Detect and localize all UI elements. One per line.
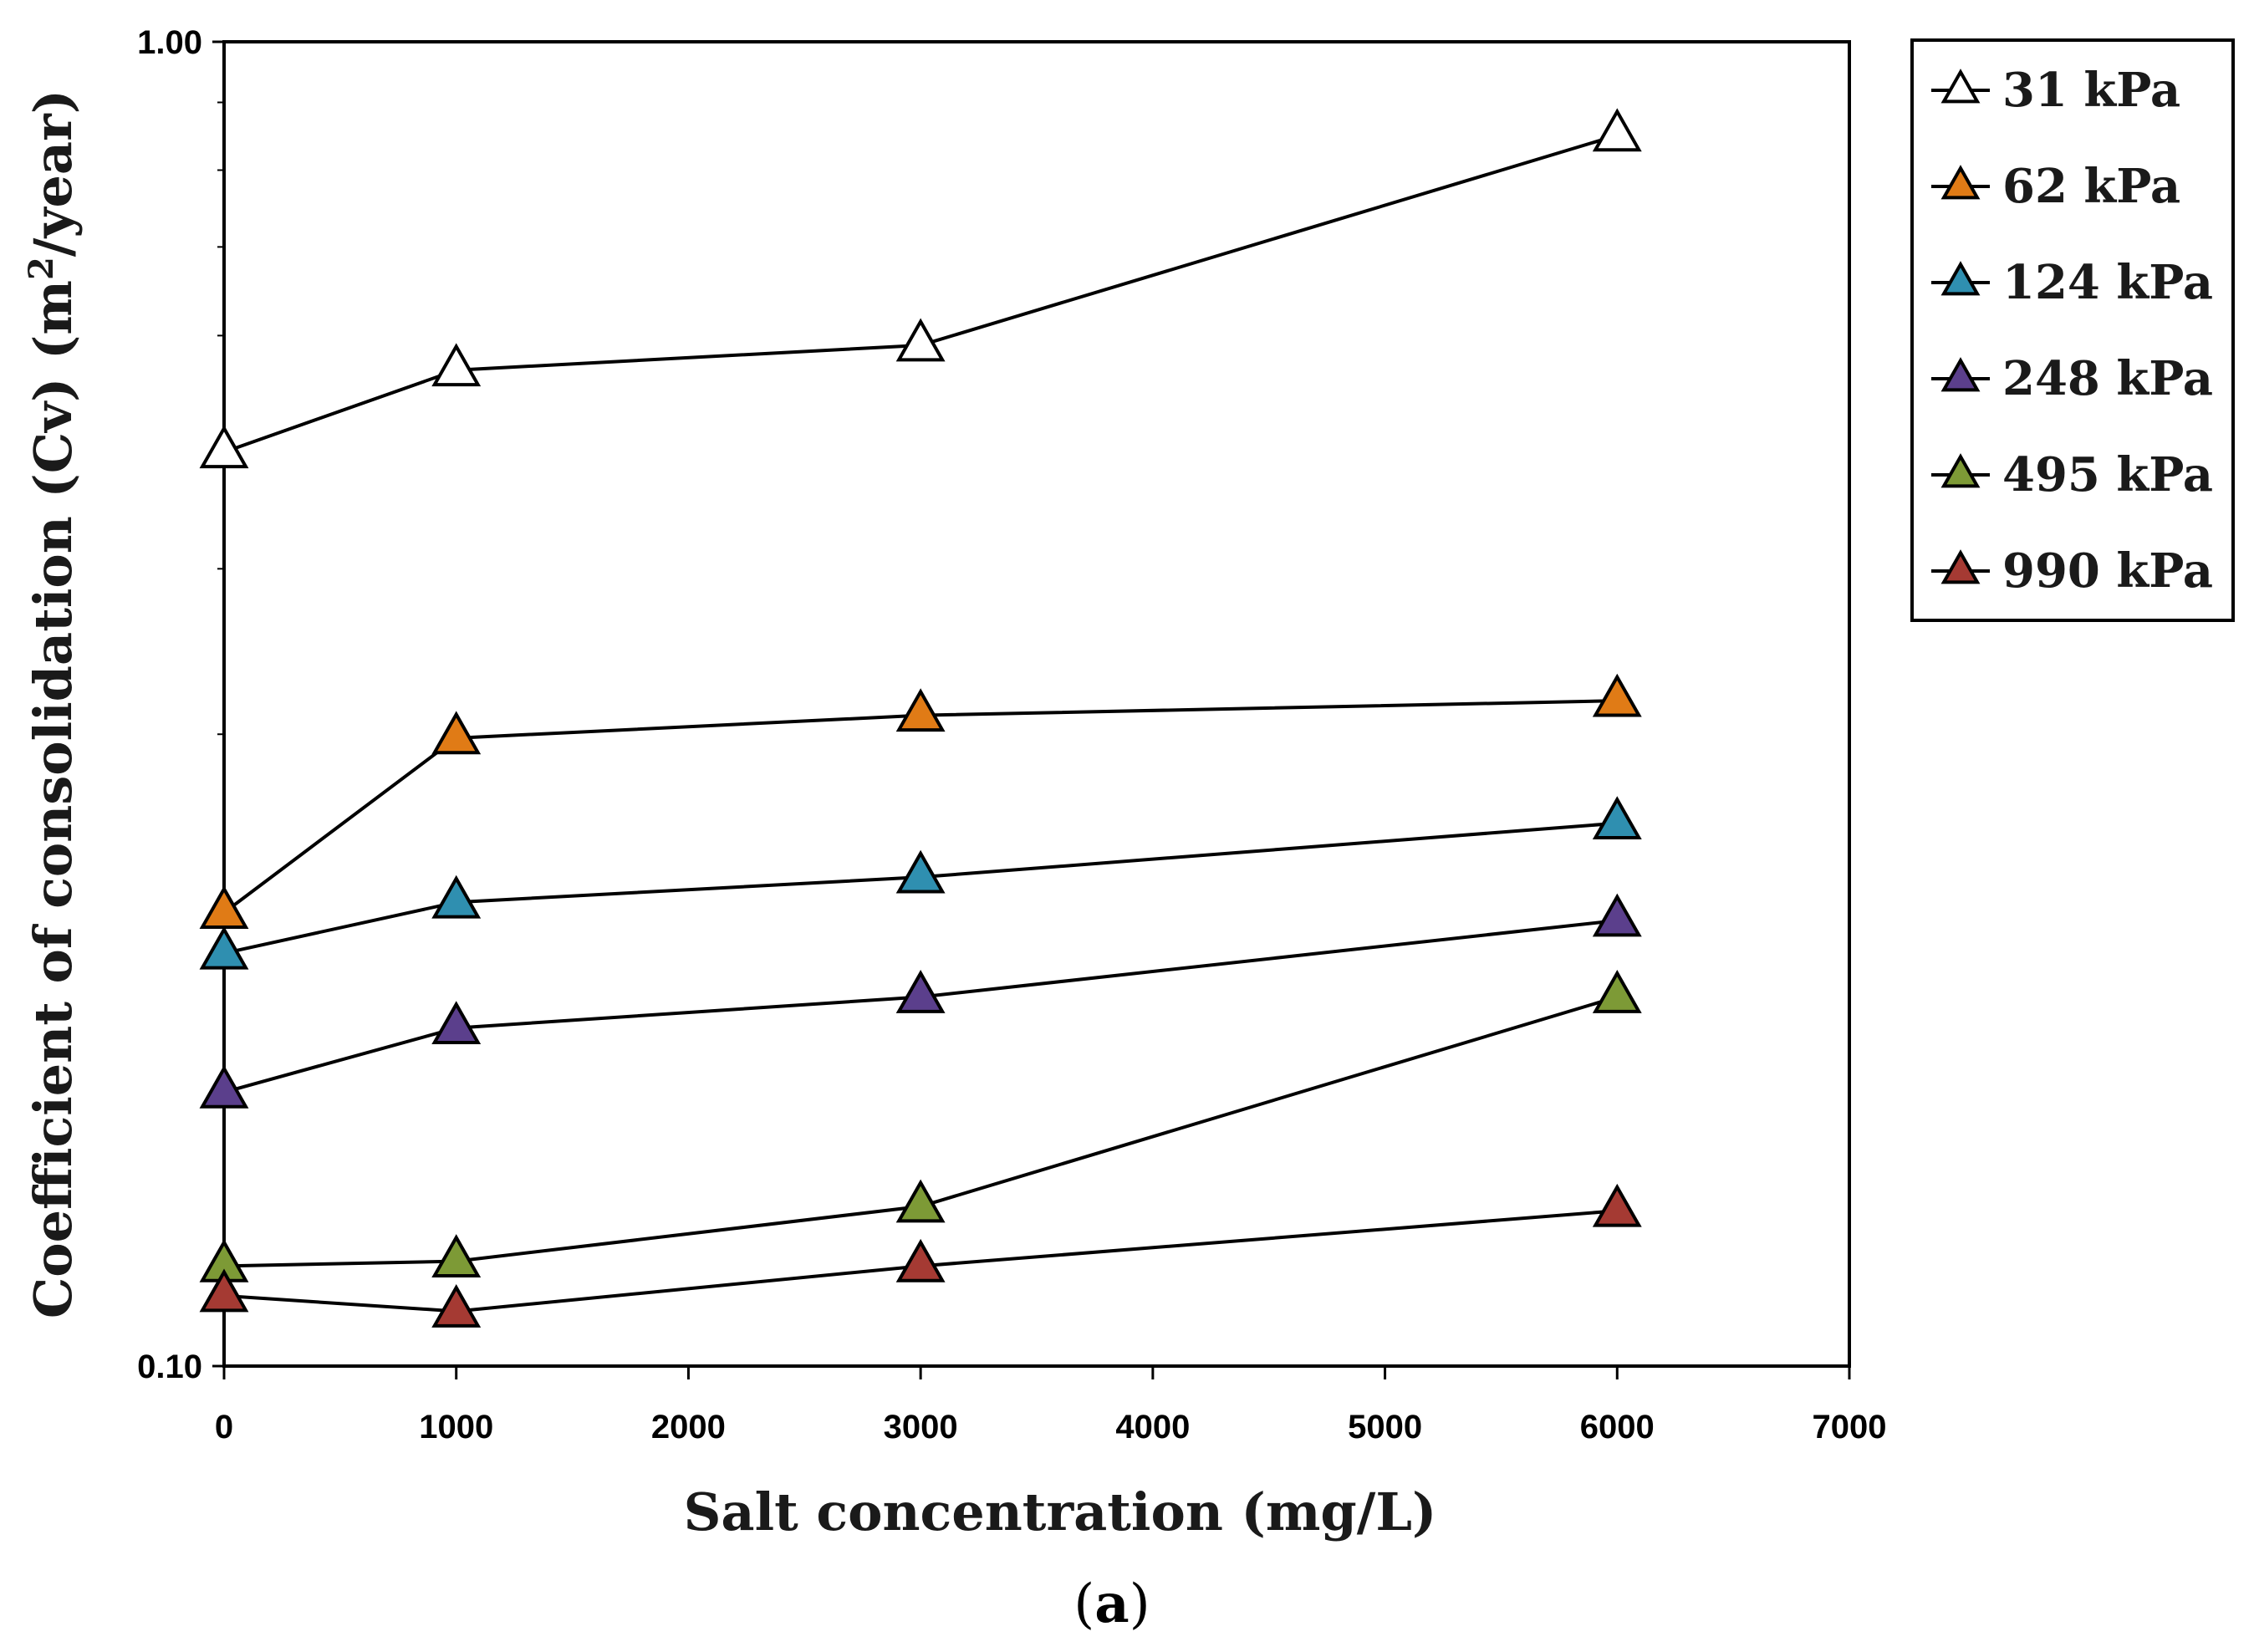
legend-box xyxy=(1910,38,2235,622)
legend-marker xyxy=(1940,549,1981,584)
y-axis-title: Coefficient of consolidation (Cv) (m2/ye… xyxy=(22,89,84,1318)
data-point-marker xyxy=(199,1064,249,1109)
x-tick-label: 3000 xyxy=(884,1409,958,1446)
data-point-marker xyxy=(1592,796,1642,840)
series-62-kpa xyxy=(199,673,1642,929)
data-point-marker xyxy=(431,1234,482,1277)
series-line xyxy=(223,133,1618,454)
figure-caption: (a) xyxy=(1073,1573,1150,1635)
legend-marker xyxy=(1940,69,1981,104)
data-point-marker xyxy=(1592,108,1642,152)
legend-label: 62 kPa xyxy=(2002,159,2180,214)
y-axis-ticks: 0.10 1.00 xyxy=(137,24,224,1385)
legend: 31 kPa 62 kPa 124 kPa 248 kPa 495 kPa 990 kPa xyxy=(1910,38,2235,622)
legend-marker xyxy=(1940,357,1981,392)
y-tick-label: 1.00 xyxy=(137,24,202,61)
legend-item: 248 kPa xyxy=(1931,351,2213,406)
data-point-marker xyxy=(431,711,482,755)
series-line xyxy=(223,919,1618,1094)
data-point-marker xyxy=(895,1179,946,1223)
data-point-marker xyxy=(895,849,946,894)
legend-item: 495 kPa xyxy=(1931,447,2213,502)
legend-label: 31 kPa xyxy=(2002,63,2180,118)
x-tick-label: 2000 xyxy=(651,1409,726,1446)
data-point-marker xyxy=(431,874,482,919)
legend-label: 124 kPa xyxy=(2002,255,2213,310)
data-point-marker xyxy=(431,1001,482,1045)
series-line xyxy=(223,995,1618,1268)
legend-marker xyxy=(1940,165,1981,200)
legend-label: 248 kPa xyxy=(2002,351,2213,406)
x-tick-label: 6000 xyxy=(1580,1409,1655,1446)
series-line xyxy=(223,1209,1618,1313)
data-point-marker xyxy=(1592,970,1642,1013)
series-495-kpa xyxy=(199,970,1642,1282)
x-tick-label: 4000 xyxy=(1115,1409,1190,1446)
x-tick-label: 0 xyxy=(215,1409,233,1446)
data-point-marker xyxy=(1592,673,1642,717)
x-axis-title: Salt concentration (mg/L) xyxy=(684,1481,1437,1542)
series-124-kpa xyxy=(199,796,1642,970)
legend-item: 62 kPa xyxy=(1931,159,2180,214)
data-point-marker xyxy=(1592,1183,1642,1227)
legend-marker xyxy=(1940,261,1981,296)
data-point-marker xyxy=(895,970,946,1013)
data-point-marker xyxy=(199,925,249,970)
data-point-marker xyxy=(1592,893,1642,937)
series-248-kpa xyxy=(199,893,1642,1109)
y-tick-label: 0.10 xyxy=(137,1349,202,1385)
plot-frame xyxy=(222,40,1851,1368)
legend-items: 31 kPa 62 kPa 124 kPa 248 kPa 495 kPa 990 kPa xyxy=(1931,63,2213,599)
data-point-marker xyxy=(199,425,249,469)
legend-marker xyxy=(1940,453,1981,488)
legend-item: 990 kPa xyxy=(1931,543,2213,599)
plot-area xyxy=(222,40,1851,1368)
data-point-marker xyxy=(431,343,482,387)
legend-label: 495 kPa xyxy=(2002,447,2213,502)
legend-label: 990 kPa xyxy=(2002,543,2213,599)
legend-item: 124 kPa xyxy=(1931,255,2213,310)
x-tick-label: 7000 xyxy=(1813,1409,1887,1446)
x-tick-label: 5000 xyxy=(1348,1409,1422,1446)
x-tick-label: 1000 xyxy=(419,1409,493,1446)
data-point-marker xyxy=(895,1238,946,1282)
data-point-marker xyxy=(895,318,946,362)
data-point-marker xyxy=(895,688,946,732)
legend-item: 31 kPa xyxy=(1931,63,2180,118)
series-line xyxy=(222,699,1618,915)
series-line xyxy=(223,821,1618,956)
data-point-marker xyxy=(199,1268,249,1313)
series-990-kpa xyxy=(199,1183,1642,1328)
x-axis-ticks: 0 1000 2000 3000 4000 5000 6000 7000 xyxy=(215,1366,1887,1446)
series-31-kpa xyxy=(199,108,1642,469)
data-point-marker xyxy=(431,1284,482,1328)
series-layer xyxy=(199,108,1642,1328)
